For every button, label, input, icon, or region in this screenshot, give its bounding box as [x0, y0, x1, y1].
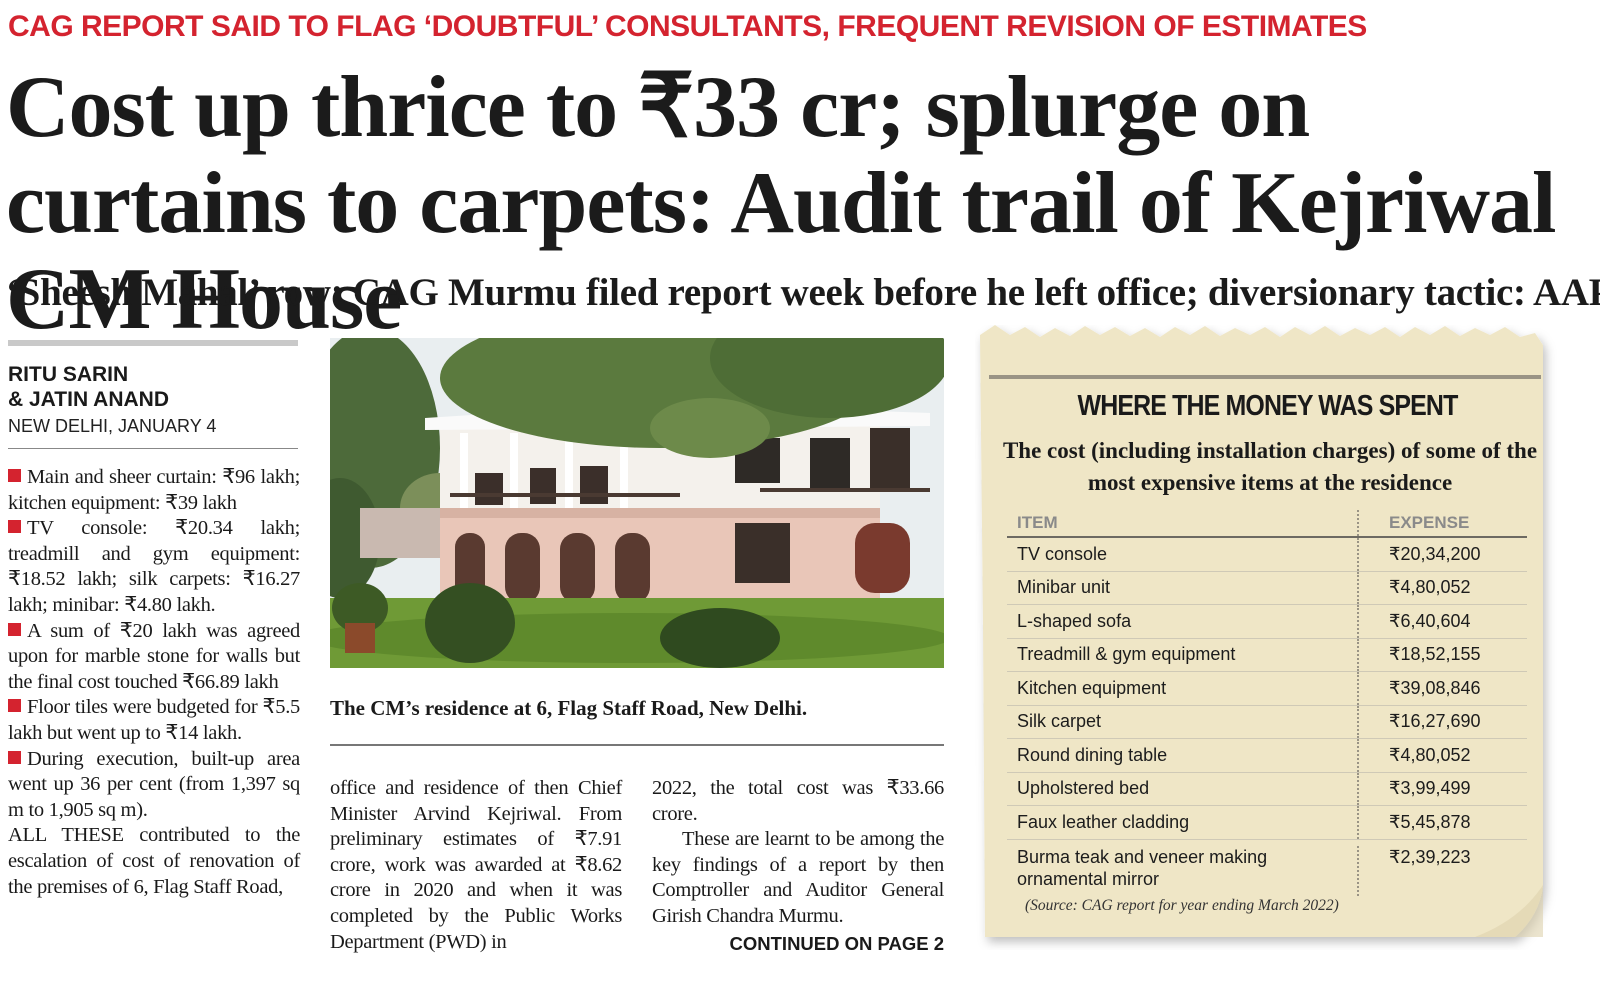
article-column-3: 2022, the total cost was ₹33.66 crore. T… — [652, 776, 944, 930]
bullet-square-icon — [8, 520, 21, 534]
item-cell: Kitchen equipment — [1017, 677, 1167, 698]
divider — [989, 375, 1541, 379]
continued-on-page: CONTINUED ON PAGE 2 — [729, 933, 944, 954]
photo-caption: The CM’s residence at 6, Flag Staff Road… — [330, 696, 808, 720]
expense-cell: ₹4,80,052 — [1357, 739, 1527, 772]
table-header: ITEM EXPENSE — [1007, 510, 1527, 538]
body-paragraph: These are learnt to be among the key fin… — [652, 828, 944, 927]
item-cell: Minibar unit — [1017, 577, 1111, 598]
author-line-1: RITU SARIN — [8, 363, 129, 386]
item-cell: Treadmill & gym equipment — [1017, 644, 1236, 665]
author-line-2: & JATIN ANAND — [8, 388, 169, 411]
table-row: Treadmill & gym equipment ₹18,52,155 — [1007, 638, 1527, 672]
expense-cell: ₹39,08,846 — [1357, 672, 1527, 705]
body-paragraph: 2022, the total cost was ₹33.66 crore. — [652, 777, 944, 825]
kicker: CAG REPORT SAID TO FLAG ‘DOUBTFUL’ CONSU… — [8, 10, 1367, 43]
divider — [8, 448, 298, 449]
byline-rule — [8, 340, 298, 346]
expense-cell: ₹16,27,690 — [1357, 705, 1527, 738]
dateline: NEW DELHI, JANUARY 4 — [8, 416, 217, 436]
body-paragraph: ALL THESE contributed to the escalation … — [8, 824, 300, 898]
byline: RITU SARIN & JATIN ANAND NEW DELHI, JANU… — [8, 362, 298, 438]
expense-cell: ₹3,99,499 — [1357, 772, 1527, 805]
bullet-square-icon — [8, 622, 21, 636]
bullet-square-icon — [8, 469, 21, 482]
sidebar-note: WHERE THE MONEY WAS SPENT The cost (incl… — [975, 325, 1570, 950]
expense-cell: ₹6,40,604 — [1357, 605, 1527, 638]
expense-cell: ₹4,80,052 — [1357, 571, 1527, 604]
bullet-square-icon — [8, 750, 21, 764]
table-row: Round dining table ₹4,80,052 — [1007, 739, 1527, 773]
table-row: Kitchen equipment ₹39,08,846 — [1007, 672, 1527, 706]
divider — [330, 744, 944, 746]
table-row: L-shaped sofa ₹6,40,604 — [1007, 605, 1527, 639]
table-row: Burma teak and veneer making ornamental … — [1007, 840, 1527, 896]
headline: Cost up thrice to ₹33 cr; splurge on cur… — [6, 59, 1557, 348]
bullet-item: Floor tiles were budgeted for ₹5.5 lakh … — [8, 696, 300, 744]
expense-cell: ₹18,52,155 — [1357, 638, 1527, 671]
table-row: TV console ₹20,34,200 — [1007, 538, 1527, 572]
table-row: Upholstered bed ₹3,99,499 — [1007, 772, 1527, 806]
residence-photo — [330, 338, 944, 668]
item-cell: Faux leather cladding — [1017, 811, 1190, 832]
item-cell: Silk carpet — [1017, 711, 1102, 732]
item-cell: Round dining table — [1017, 744, 1168, 765]
expense-cell: ₹2,39,223 — [1357, 845, 1527, 896]
item-cell: Burma teak and veneer making ornamental … — [1017, 846, 1268, 889]
table-row: Minibar unit ₹4,80,052 — [1007, 571, 1527, 605]
table-row: Faux leather cladding ₹5,45,878 — [1007, 806, 1527, 840]
residence-illustration — [330, 338, 944, 668]
torn-paper-background — [980, 325, 1543, 937]
bullet-item: Main and sheer curtain: ₹96 lakh; kitche… — [8, 466, 300, 514]
column-header-item: ITEM — [1017, 513, 1058, 532]
body-paragraph: office and residence of then Chief Minis… — [330, 777, 622, 953]
item-cell: Upholstered bed — [1017, 778, 1150, 799]
bullet-item: During execution, built-up area went up … — [8, 747, 300, 821]
sidebar-subtitle: The cost (including installation charges… — [1002, 438, 1538, 495]
bullet-item: A sum of ₹20 lakh was agreed upon for ma… — [8, 619, 300, 693]
article-column-2: office and residence of then Chief Minis… — [330, 776, 622, 955]
subhead: ‘Sheesh Mahal’ row: CAG Murmu filed repo… — [6, 271, 1600, 314]
article-column-1: Main and sheer curtain: ₹96 lakh; kitche… — [8, 465, 300, 900]
source-note: (Source: CAG report for year ending Marc… — [1025, 897, 1339, 914]
expense-cell: ₹5,45,878 — [1357, 806, 1527, 839]
expense-cell: ₹20,34,200 — [1357, 538, 1527, 571]
bullet-square-icon — [8, 699, 21, 713]
table-row: Silk carpet ₹16,27,690 — [1007, 705, 1527, 739]
sidebar-title: WHERE THE MONEY WAS SPENT — [1077, 390, 1459, 422]
column-header-expense: EXPENSE — [1357, 510, 1527, 536]
expense-table: ITEM EXPENSE TV console ₹20,34,200 Miniba… — [1007, 510, 1527, 896]
item-cell: L-shaped sofa — [1017, 610, 1132, 631]
item-cell: TV console — [1017, 543, 1108, 564]
bullet-item: TV console: ₹20.34 lakh; treadmill and g… — [8, 517, 300, 616]
